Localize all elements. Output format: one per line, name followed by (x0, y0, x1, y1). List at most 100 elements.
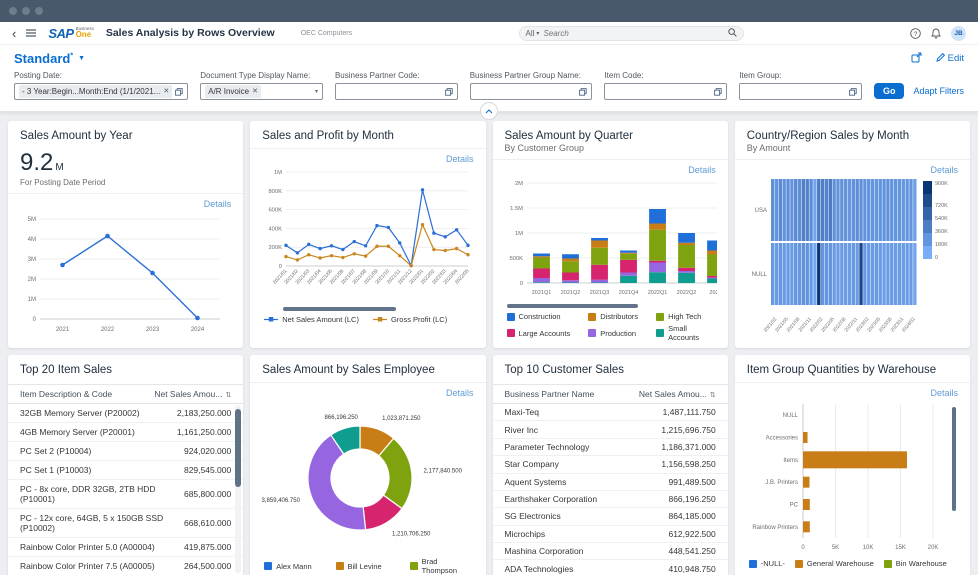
filter-token[interactable]: - 3 Year:Begin...Month:End (1/1/2021... ✕ (19, 85, 173, 98)
table-row[interactable]: ADA Technologies 410,948.750 (493, 560, 728, 575)
legend-item[interactable]: Small Accounts (656, 324, 714, 342)
cell-amount: 1,487,111.750 (662, 407, 716, 418)
legend-item[interactable]: Gross Profit (LC) (372, 315, 447, 324)
window-dot[interactable] (22, 7, 30, 15)
go-button[interactable]: Go (873, 83, 905, 99)
details-link[interactable]: Details (930, 165, 958, 175)
legend-item[interactable]: Alex Mann (264, 557, 317, 575)
table-row[interactable]: PC Set 2 (P10004) 924,020.000 (8, 442, 244, 461)
column-header[interactable]: Item Description & Code (20, 389, 113, 399)
legend-item[interactable]: -NULL- (748, 559, 785, 568)
legend-item[interactable]: Bill Levine (335, 557, 392, 575)
legend-item[interactable]: High Tech (656, 312, 714, 321)
horizontal-scrollbar[interactable] (506, 304, 639, 308)
adapt-filters-link[interactable]: Adapt Filters (913, 86, 964, 96)
chevron-down-icon[interactable]: ▼ (78, 55, 86, 62)
token-remove-icon[interactable]: ✕ (163, 88, 170, 95)
search-icon[interactable] (727, 27, 737, 39)
chevron-down-icon[interactable]: ▾ (314, 89, 318, 95)
user-avatar[interactable]: JB (950, 25, 966, 41)
divider (734, 382, 970, 383)
column-header[interactable]: Net Sales Amou... ⇅ (638, 389, 716, 399)
legend-item[interactable]: Brad Thompson (409, 557, 472, 575)
table-row[interactable]: Earthshaker Corporation 866,196.250 (492, 491, 728, 509)
table-row[interactable]: Aquent Systems 991,489.500 (492, 474, 728, 491)
item-code-input[interactable] (604, 83, 728, 100)
table-row[interactable]: Rainbow Color Printer 7.5 (A00005) 264,50… (8, 557, 243, 575)
legend-item[interactable]: Distributors (588, 312, 638, 321)
column-header[interactable]: Business Partner Name (504, 389, 595, 399)
legend-item[interactable]: Production (588, 324, 638, 342)
value-help-icon[interactable] (579, 87, 588, 96)
card-title: Country/Region Sales by Month (746, 130, 910, 142)
menu-icon[interactable] (26, 29, 37, 37)
posting-date-input[interactable]: - 3 Year:Begin...Month:End (1/1/2021... ✕ (14, 83, 189, 100)
help-icon[interactable]: ? (910, 27, 921, 39)
bp-code-input[interactable] (334, 83, 458, 100)
svg-text:2021Q3: 2021Q3 (589, 290, 609, 296)
table-row[interactable]: Maxi-Teq 1,487,111.750 (492, 404, 728, 422)
legend-item[interactable]: General Warehouse (794, 559, 874, 568)
table-row[interactable]: 4GB Memory Server (P20001) 1,161,250.000 (8, 423, 244, 442)
legend-item[interactable]: Bin Warehouse (883, 559, 947, 568)
details-link[interactable]: Details (445, 388, 474, 398)
search-scope-select[interactable]: All ▾ (525, 28, 540, 38)
edit-button[interactable]: Edit (935, 52, 964, 65)
details-link[interactable]: Details (203, 199, 232, 209)
column-header[interactable]: Net Sales Amou... ⇅ (154, 389, 232, 399)
back-button[interactable]: ‹ (12, 25, 17, 41)
item-group-input[interactable] (739, 83, 862, 100)
token-remove-icon[interactable]: ✕ (252, 88, 258, 95)
vertical-scrollbar-thumb[interactable] (235, 409, 242, 487)
horizontal-scrollbar[interactable] (283, 307, 397, 311)
value-help-icon[interactable] (714, 87, 722, 96)
svg-text:3M: 3M (28, 257, 36, 263)
window-dot[interactable] (35, 7, 43, 15)
collapse-header-button[interactable] (480, 102, 498, 120)
table-row[interactable]: Mashina Corporation 448,541.250 (492, 543, 728, 561)
details-link[interactable]: Details (445, 154, 474, 164)
employee-donut-chart[interactable]: 1,023,871.250 2,177,840.500 1,210,706.250 3… (250, 398, 485, 555)
quarter-stacked-bar-chart[interactable]: 2M 1.5M 1M 500K 0 2021Q1 2021Q2 2021Q3 2021Q4 202… (493, 175, 728, 302)
window-dot[interactable] (9, 7, 17, 15)
table-row[interactable]: River Inc 1,215,696.750 (492, 421, 728, 439)
filter-token[interactable]: A/R Invoice ✕ (205, 85, 261, 98)
warehouse-bar-chart[interactable]: 0 5K 10K 15K 20K NULL Accessories Items J.B. Pri… (735, 398, 970, 557)
vertical-scrollbar-thumb[interactable] (952, 407, 956, 511)
divider (250, 382, 486, 383)
divider (492, 159, 728, 160)
table-row[interactable]: SG Electronics 864,185.000 (492, 508, 728, 526)
legend-item[interactable]: Net Sales Amount (LC) (264, 315, 359, 324)
app-header: ‹ SAP Business One Sales Analysis by Rows… (0, 22, 978, 45)
cell-description: River Inc (504, 424, 539, 435)
value-help-icon[interactable] (175, 87, 183, 96)
table-row[interactable]: Star Company 1,156,598.250 (492, 456, 728, 474)
document-type-select[interactable]: A/R Invoice ✕ ▾ (200, 83, 323, 100)
legend-item[interactable]: Construction (506, 312, 571, 321)
chart-legend: -NULL- General Warehouse Bin Warehouse (735, 557, 970, 570)
vertical-scrollbar[interactable] (235, 405, 242, 573)
table-row[interactable]: 32GB Memory Server (P20002) 2,183,250.000 (8, 404, 244, 423)
table-row[interactable]: Microchips 612,922.500 (492, 526, 728, 543)
notifications-bell-icon[interactable] (931, 28, 941, 39)
country-heatmap-chart[interactable]: USA NULL 2021/02 2021/05 2021/08 2021/11 2022/… (735, 175, 970, 344)
details-link[interactable]: Details (688, 165, 716, 175)
bp-group-input[interactable] (469, 83, 593, 100)
details-link[interactable]: Details (930, 388, 958, 398)
year-line-chart[interactable]: 5M 4M 3M 2M 1M 0 2021 2022 2023 2024 (8, 209, 243, 342)
table-row[interactable]: Parameter Technology 1,186,371.000 (492, 439, 728, 457)
sort-icon: ⇅ (225, 392, 232, 399)
table-row[interactable]: PC - 12x core, 64GB, 5 x 150GB SSD (P100… (8, 509, 244, 538)
value-help-icon[interactable] (849, 87, 857, 96)
global-search[interactable]: All ▾ (518, 25, 744, 41)
share-icon[interactable] (911, 52, 922, 66)
table-row[interactable]: PC Set 1 (P10003) 829,545.000 (8, 461, 244, 480)
table-row[interactable]: Rainbow Color Printer 5.0 (A00004) 419,87… (8, 538, 244, 557)
variant-selector[interactable]: Standard* (14, 51, 74, 66)
value-help-icon[interactable] (444, 87, 453, 96)
legend-item[interactable]: Large Accounts (506, 324, 570, 342)
table-row[interactable]: PC - 8x core, DDR 32GB, 2TB HDD (P10001)… (8, 480, 244, 509)
search-input[interactable] (543, 28, 724, 38)
month-line-chart[interactable]: 1M 800K 600K 400K 200K 0 2021/01 2021/02 2021/03… (250, 164, 485, 305)
card-subtitle: By Amount (746, 143, 791, 153)
